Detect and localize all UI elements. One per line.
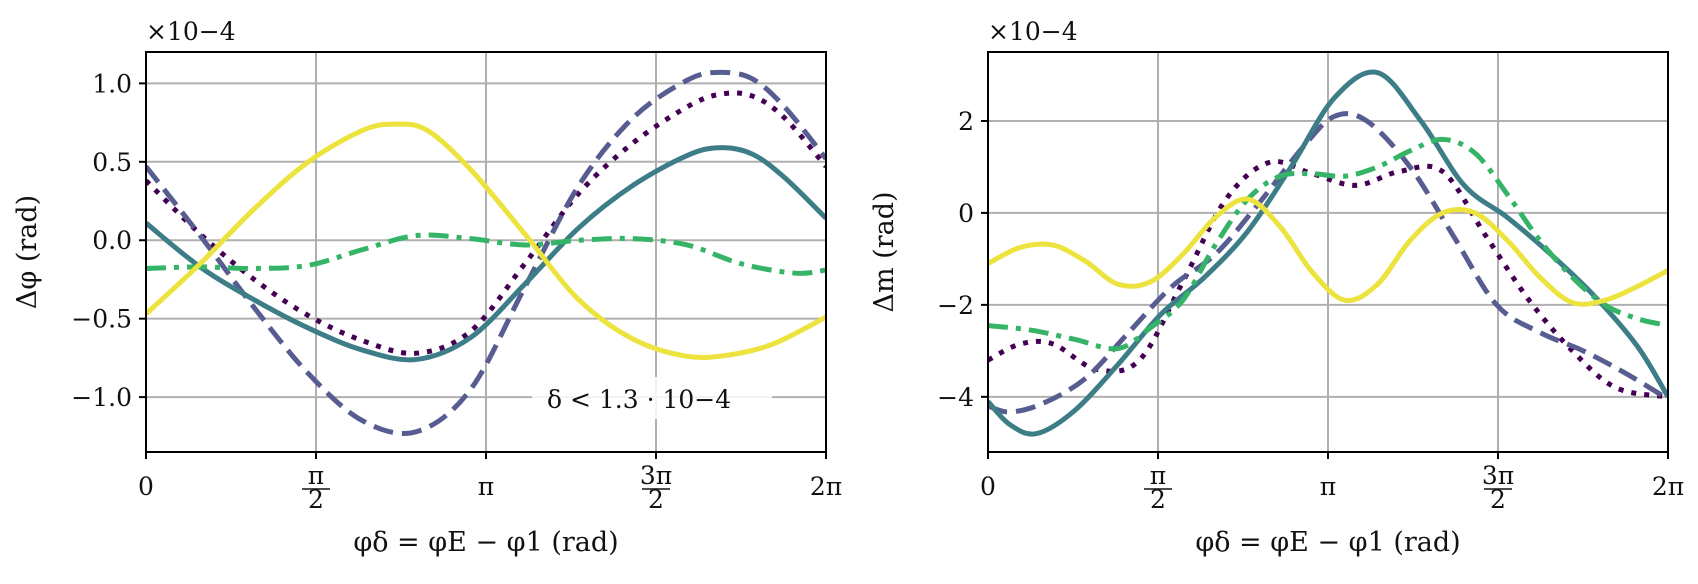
left-xtick-label-4: 2π <box>810 472 842 501</box>
left-xtick-label-3: 3π2 <box>640 461 672 514</box>
right-ytick-label-2: −2 <box>937 291 974 320</box>
right-xtick-label-2: π <box>1320 472 1336 501</box>
right-ytick-label-3: −4 <box>937 383 974 412</box>
left-annotation: δ < 1.3 · 10−4 <box>532 377 772 419</box>
right-xtick-label-3: 3π2 <box>1482 461 1514 514</box>
left-series-dotted-purple <box>146 90 826 356</box>
left-chart: ×10−4 δ < 1.3 · 10−4 0 π2 π 3π2 2π1.00.50.0−… <box>12 17 842 558</box>
right-multiplier: ×10−4 <box>988 17 1078 46</box>
right-xtick-label-1: π2 <box>1144 461 1172 514</box>
left-xtick-label-1: π2 <box>302 461 330 514</box>
left-series-dashdot-green <box>146 232 826 276</box>
right-series-solid-yellow <box>988 196 1668 307</box>
right-xtick-numerator-1: π <box>1150 461 1166 490</box>
right-ytick-label-1: 0 <box>958 199 974 228</box>
left-series-group <box>146 69 826 436</box>
left-ytick-label-2: 0.0 <box>92 226 132 255</box>
right-series-dashed-slate <box>988 111 1668 415</box>
left-ytick-label-1: 0.5 <box>92 148 132 177</box>
right-xtick-denominator-1: 2 <box>1150 485 1166 514</box>
right-ylabel: Δm (rad) <box>869 191 900 312</box>
right-xtick-denominator-3: 2 <box>1490 485 1506 514</box>
left-series-solid-teal <box>146 145 826 363</box>
left-xtick-denominator-3: 2 <box>648 485 664 514</box>
left-tick-labels: 0 π2 π 3π2 2π1.00.50.0−0.5−1.0 <box>71 69 842 514</box>
right-xlabel: φδ = φE − φ1 (rad) <box>1195 527 1460 558</box>
left-ylabel: Δφ (rad) <box>12 195 43 309</box>
left-ytick-label-0: 1.0 <box>92 69 132 98</box>
right-xtick-numerator-3: 3π <box>1482 461 1514 490</box>
right-xtick-label-0: 0 <box>980 472 996 501</box>
left-series-solid-yellow <box>146 121 826 361</box>
right-series-dashdot-green <box>988 136 1668 352</box>
left-xtick-numerator-1: π <box>308 461 324 490</box>
left-xtick-numerator-3: 3π <box>640 461 672 490</box>
left-multiplier: ×10−4 <box>146 17 236 46</box>
right-xtick-label-4: 2π <box>1652 472 1684 501</box>
left-ytick-label-3: −0.5 <box>71 305 132 334</box>
left-xtick-denominator-1: 2 <box>308 485 324 514</box>
left-xlabel: φδ = φE − φ1 (rad) <box>353 527 618 558</box>
left-xtick-label-2: π <box>478 472 494 501</box>
annotation-background <box>532 377 772 419</box>
right-series-group <box>988 69 1668 437</box>
left-series-dashed-slate <box>146 69 826 436</box>
right-ytick-label-0: 2 <box>958 107 974 136</box>
left-xtick-label-0: 0 <box>138 472 154 501</box>
annotation-text: δ < 1.3 · 10−4 <box>547 385 731 414</box>
left-ytick-label-4: −1.0 <box>71 383 132 412</box>
